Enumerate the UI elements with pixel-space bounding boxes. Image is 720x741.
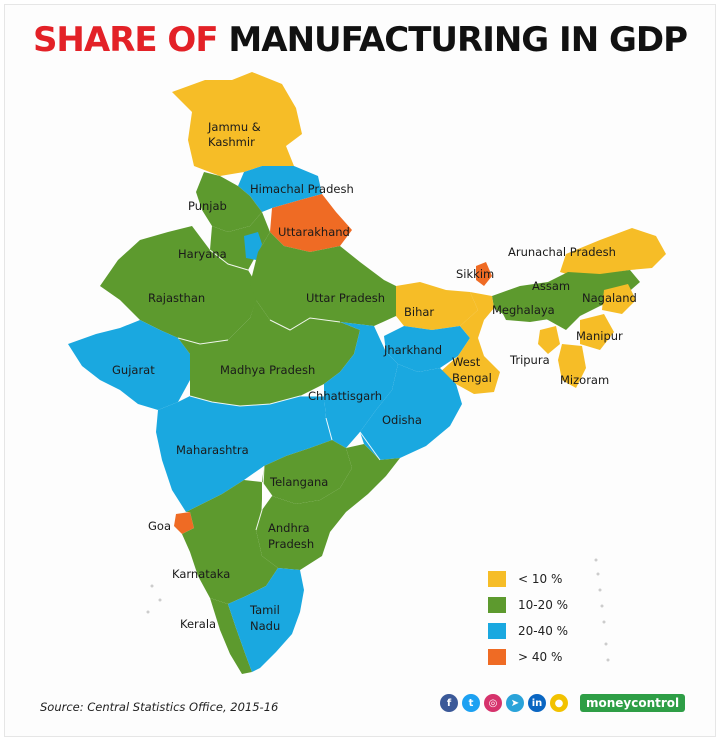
region-goa: [174, 512, 194, 534]
label-odisha: Odisha: [382, 413, 422, 427]
label-arunachal-pradesh: Arunachal Pradesh: [508, 245, 616, 259]
label-kerala: Kerala: [180, 617, 216, 631]
region-bihar: [396, 282, 478, 330]
label-meghalaya: Meghalaya: [492, 303, 555, 317]
region-uttarakhand: [270, 194, 352, 252]
label-telangana: Telangana: [269, 475, 328, 489]
region-manipur: [580, 314, 614, 350]
region-nagaland: [602, 284, 636, 314]
label-mizoram: Mizoram: [560, 373, 609, 387]
label-goa: Goa: [148, 519, 171, 533]
region-west-bengal: [440, 292, 500, 394]
title-part-red: SHARE OF: [32, 20, 219, 60]
label-bihar: Bihar: [404, 305, 434, 319]
label-punjab: Punjab: [188, 199, 227, 213]
label-assam: Assam: [532, 279, 570, 293]
label-andhra-pradesh: Andhra: [268, 521, 310, 535]
label-tamil-nadu: Tamil: [249, 603, 280, 617]
title-part-black: MANUFACTURING IN GDP: [228, 20, 688, 60]
label-madhya-pradesh: Madhya Pradesh: [220, 363, 315, 377]
legend-label: 20-40 %: [518, 624, 569, 638]
region-karnataka: [182, 480, 278, 604]
label-nagaland: Nagaland: [582, 291, 637, 305]
state-borders: [177, 249, 381, 531]
social-bar: f t ◎ ➤ in ● moneycontrol: [440, 694, 686, 712]
region-sikkim: [476, 262, 492, 286]
legend-item: > 40 %: [488, 644, 598, 670]
instagram-icon[interactable]: ◎: [484, 694, 502, 712]
label-west-bengal-2: Bengal: [452, 371, 492, 385]
linkedin-icon[interactable]: in: [528, 694, 546, 712]
label-himachal-pradesh: Himachal Pradesh: [250, 182, 354, 196]
twitter-icon[interactable]: t: [462, 694, 480, 712]
region-telangana: [262, 440, 352, 504]
region-kerala: [210, 598, 252, 674]
label-chhattisgarh: Chhattisgarh: [308, 389, 382, 403]
label-uttarakhand: Uttarakhand: [278, 225, 350, 239]
region-uttar-pradesh: [250, 232, 404, 330]
legend-swatch: [488, 649, 506, 665]
label-jharkhand: Jharkhand: [383, 343, 442, 357]
legend-swatch: [488, 623, 506, 639]
region-maharashtra: [156, 396, 332, 512]
region-arunachal-pradesh: [560, 228, 666, 278]
legend-item: 20-40 %: [488, 618, 598, 644]
region-tamil-nadu: [228, 568, 304, 672]
region-delhi: [244, 232, 262, 260]
region-punjab: [196, 172, 262, 232]
map-title: SHARE OF MANUFACTURING IN GDP: [0, 20, 720, 60]
region-chhattisgarh: [324, 322, 398, 448]
label-manipur: Manipur: [576, 329, 623, 343]
label-gujarat: Gujarat: [112, 363, 155, 377]
label-uttar-pradesh: Uttar Pradesh: [306, 291, 385, 305]
region-andhra-pradesh: [256, 444, 400, 570]
region-odisha: [360, 364, 462, 460]
label-haryana: Haryana: [178, 247, 227, 261]
label-rajasthan: Rajasthan: [148, 291, 205, 305]
legend-item: < 10 %: [488, 566, 598, 592]
label-andhra-pradesh-2: Pradesh: [268, 537, 314, 551]
label-maharashtra: Maharashtra: [176, 443, 249, 457]
facebook-icon[interactable]: f: [440, 694, 458, 712]
legend-label: > 40 %: [518, 650, 563, 664]
region-madhya-pradesh: [178, 300, 360, 406]
region-meghalaya: [498, 300, 556, 322]
legend-item: 10-20 %: [488, 592, 598, 618]
legend-swatch: [488, 571, 506, 587]
islands: [146, 558, 610, 662]
label-jammu-kashmir-2: Kashmir: [208, 135, 255, 149]
region-mizoram: [558, 344, 586, 388]
legend-label: 10-20 %: [518, 598, 569, 612]
telegram-icon[interactable]: ➤: [506, 694, 524, 712]
region-tripura: [538, 326, 560, 354]
label-jammu-kashmir: Jammu &: [207, 120, 261, 134]
region-gujarat: [68, 320, 190, 410]
legend-label: < 10 %: [518, 572, 563, 586]
region-himachal-pradesh: [238, 166, 322, 212]
label-tamil-nadu-2: Nadu: [250, 619, 280, 633]
legend: < 10 % 10-20 % 20-40 % > 40 %: [488, 566, 598, 670]
source-note: Source: Central Statistics Office, 2015-…: [40, 700, 279, 714]
label-tripura: Tripura: [509, 353, 550, 367]
label-west-bengal: West: [452, 355, 481, 369]
brand-logo: moneycontrol: [580, 694, 686, 712]
label-sikkim: Sikkim: [456, 267, 494, 281]
region-jammu-kashmir: [172, 72, 302, 176]
legend-swatch: [488, 597, 506, 613]
region-jharkhand: [384, 326, 470, 372]
region-rajasthan: [100, 226, 260, 344]
region-assam: [492, 270, 640, 330]
koo-icon[interactable]: ●: [550, 694, 568, 712]
label-karnataka: Karnataka: [172, 567, 230, 581]
